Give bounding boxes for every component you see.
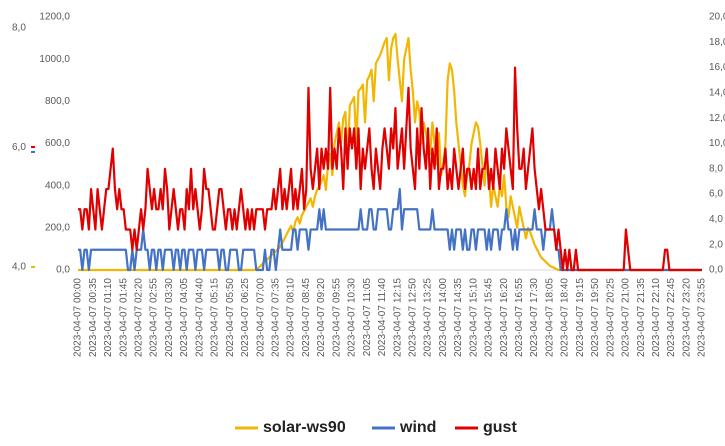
y2-tick-label: 14,0 <box>709 88 725 99</box>
x-tick-label: 2023-04-07 21:35 <box>636 278 647 357</box>
y2-tick-label: 20,0 <box>709 12 725 23</box>
x-tick-label: 2023-04-07 10:30 <box>347 278 358 357</box>
y2-tick-label: 4,0 <box>709 214 723 225</box>
x-tick-label: 2023-04-07 04:05 <box>179 278 190 357</box>
x-tick-label: 2023-04-07 04:40 <box>194 278 205 357</box>
x-tick-label: 2023-04-07 08:45 <box>301 278 312 357</box>
x-tick-label: 2023-04-07 13:25 <box>423 278 434 357</box>
legend-label: solar-ws90 <box>263 419 346 436</box>
x-tick-label: 2023-04-07 21:00 <box>621 278 632 357</box>
x-tick-label: 2023-04-07 00:00 <box>73 278 84 357</box>
legend-label: wind <box>399 419 436 436</box>
x-tick-label: 2023-04-07 15:10 <box>468 278 479 357</box>
x-tick-label: 2023-04-07 23:55 <box>697 278 708 357</box>
y-tick-label: 0,0 <box>56 265 70 276</box>
fragment-tick-label: 4,0 <box>12 262 26 273</box>
x-tick-label: 2023-04-07 07:35 <box>270 278 281 357</box>
y2-tick-label: 12,0 <box>709 113 725 124</box>
y2-tick-label: 16,0 <box>709 62 725 73</box>
x-tick-label: 2023-04-07 18:40 <box>560 278 571 357</box>
x-tick-label: 2023-04-07 01:10 <box>103 278 114 357</box>
x-tick-label: 2023-04-07 05:15 <box>210 278 221 357</box>
x-tick-label: 2023-04-07 02:20 <box>134 278 145 357</box>
y2-tick-label: 2,0 <box>709 239 723 250</box>
x-tick-label: 2023-04-07 20:25 <box>605 278 616 357</box>
x-tick-label: 2023-04-07 01:45 <box>118 278 129 357</box>
x-tick-label: 2023-04-07 07:00 <box>255 278 266 357</box>
x-tick-label: 2023-04-07 17:30 <box>529 278 540 357</box>
x-tick-label: 2023-04-07 16:20 <box>499 278 510 357</box>
x-tick-label: 2023-04-07 19:50 <box>590 278 601 357</box>
x-tick-label: 2023-04-07 16:55 <box>514 278 525 357</box>
y2-tick-label: 10,0 <box>709 138 725 149</box>
x-tick-label: 2023-04-07 23:20 <box>681 278 692 357</box>
x-tick-label: 2023-04-07 03:30 <box>164 278 175 357</box>
y-tick-label: 600,0 <box>45 138 70 149</box>
y-tick-label: 200,0 <box>45 222 70 233</box>
y2-tick-label: 8,0 <box>709 163 723 174</box>
y-tick-label: 800,0 <box>45 96 70 107</box>
x-tick-label: 2023-04-07 22:10 <box>651 278 662 357</box>
x-tick-label: 2023-04-07 15:45 <box>484 278 495 357</box>
y2-tick-label: 6,0 <box>709 189 723 200</box>
x-tick-label: 2023-04-07 02:55 <box>149 278 160 357</box>
x-tick-label: 2023-04-07 22:45 <box>666 278 677 357</box>
x-tick-label: 2023-04-07 11:05 <box>362 278 373 357</box>
x-tick-label: 2023-04-07 06:25 <box>240 278 251 357</box>
x-tick-label: 2023-04-07 14:00 <box>438 278 449 357</box>
x-tick-label: 2023-04-07 11:40 <box>377 278 388 357</box>
x-tick-label: 2023-04-07 09:20 <box>316 278 327 357</box>
x-tick-label: 2023-04-07 14:35 <box>453 278 464 357</box>
x-tick-label: 2023-04-07 08:10 <box>286 278 297 357</box>
y-tick-label: 1200,0 <box>39 12 70 23</box>
legend-label: gust <box>483 419 517 436</box>
fragment-tick-label: 8,0 <box>12 23 26 34</box>
x-tick-label: 2023-04-07 05:50 <box>225 278 236 357</box>
y2-tick-label: 0,0 <box>709 265 723 276</box>
x-tick-label: 2023-04-07 19:15 <box>575 278 586 357</box>
x-tick-label: 2023-04-07 12:15 <box>392 278 403 357</box>
series-line <box>78 66 702 272</box>
x-tick-label: 2023-04-07 09:55 <box>331 278 342 357</box>
y2-tick-label: 18,0 <box>709 37 725 48</box>
fragment-tick-label: 6,0 <box>12 142 26 153</box>
x-tick-label: 2023-04-07 00:35 <box>88 278 99 357</box>
x-tick-label: 2023-04-07 18:05 <box>544 278 555 357</box>
x-tick-label: 2023-04-07 12:50 <box>407 278 418 357</box>
y-tick-label: 400,0 <box>45 180 70 191</box>
y-tick-label: 1000,0 <box>39 54 70 65</box>
